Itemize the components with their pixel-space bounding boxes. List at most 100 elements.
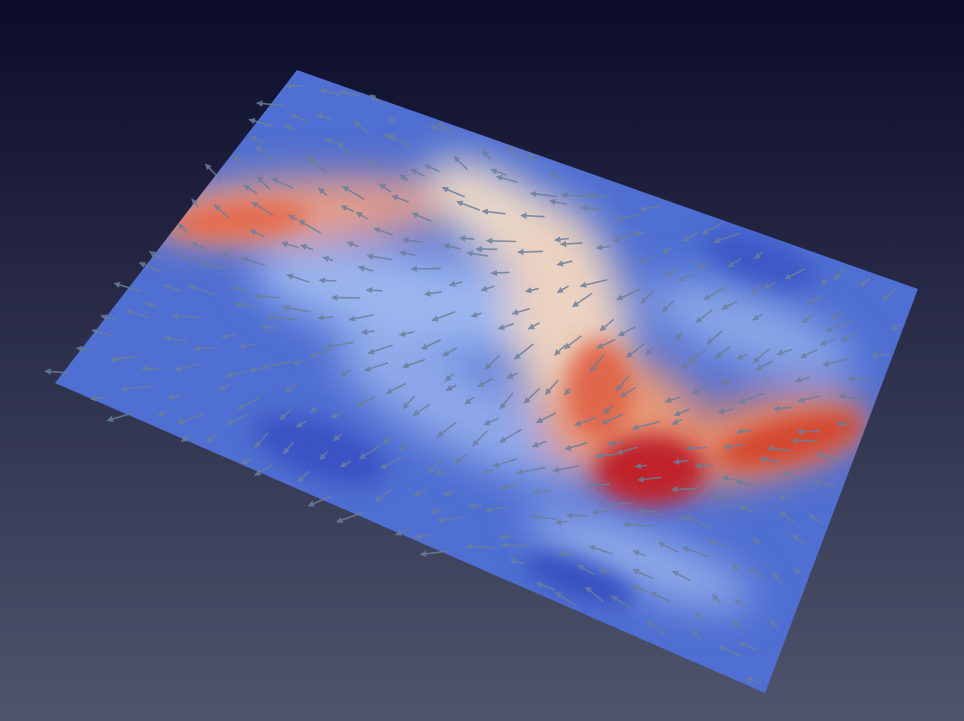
vector-arrow-glyph <box>310 406 318 414</box>
vector-arrow-glyph <box>402 237 423 244</box>
vector-arrow-glyph <box>791 534 807 546</box>
vector-arrow-glyph <box>776 348 793 356</box>
vector-arrow-glyph <box>106 412 133 423</box>
vector-arrow-glyph <box>412 403 430 416</box>
vector-arrow-glyph <box>598 568 613 575</box>
vector-arrow-glyph <box>495 174 518 183</box>
vector-arrow-glyph <box>797 395 822 403</box>
vector-arrow-glyph <box>615 214 640 222</box>
vector-arrow-glyph <box>444 373 454 382</box>
vector-arrow-glyph <box>588 545 613 555</box>
vector-arrow-glyph <box>166 394 181 401</box>
vector-arrow-glyph <box>442 490 455 497</box>
vector-arrow-glyph <box>632 568 654 580</box>
vector-arrow-glyph <box>881 286 899 301</box>
vector-arrow-glyph <box>662 247 673 254</box>
vector-arrow-glyph <box>220 252 232 259</box>
vector-arrow-glyph <box>681 546 710 558</box>
vector-arrow-glyph <box>353 120 371 135</box>
vector-arrow-glyph <box>713 232 741 244</box>
vector-arrow-glyph <box>240 457 252 465</box>
vector-arrow-glyph <box>661 300 674 313</box>
vector-arrow-glyph <box>238 342 258 350</box>
vector-arrow-glyph <box>357 265 374 272</box>
vector-arrow-glyph <box>640 289 655 304</box>
vector-arrow-glyph <box>784 268 805 280</box>
vector-arrow-glyph <box>441 186 465 198</box>
vector-arrow-glyph <box>692 385 706 394</box>
vector-arrow-glyph <box>171 312 202 320</box>
vector-arrow-glyph <box>555 518 569 526</box>
vector-arrow-glyph <box>736 353 748 360</box>
vector-arrow-glyph <box>442 243 461 250</box>
vector-arrow-glyph <box>287 214 298 221</box>
vector-arrow-glyph <box>241 256 265 266</box>
vector-arrow-glyph <box>637 476 662 483</box>
vector-arrow-glyph <box>442 347 458 357</box>
vector-arrow-glyph <box>535 581 555 591</box>
vector-arrow-glyph <box>671 570 691 582</box>
vector-arrow-glyph <box>685 444 707 452</box>
vector-arrow-glyph <box>470 311 482 318</box>
vector-arrow-glyph <box>365 287 383 294</box>
vector-arrow-glyph <box>752 313 763 321</box>
vector-arrow-glyph <box>427 457 444 474</box>
vector-arrow-glyph <box>579 279 608 288</box>
vector-arrow-glyph <box>564 442 588 451</box>
vector-arrow-glyph <box>342 186 365 200</box>
vector-arrow-glyph <box>631 584 650 594</box>
vector-arrow-glyph <box>732 619 743 631</box>
vector-arrow-glyph <box>249 229 265 238</box>
vector-arrow-glyph <box>91 328 115 338</box>
vector-arrow-glyph <box>870 352 890 359</box>
vector-arrow-glyph <box>657 542 679 553</box>
vector-arrow-glyph <box>767 445 791 452</box>
vector-arrow-glyph <box>723 443 745 450</box>
vector-arrow-glyph <box>360 328 375 336</box>
vector-arrow-glyph <box>180 435 191 442</box>
vector-arrow-glyph <box>206 432 218 443</box>
vector-arrow-glyph <box>431 311 456 322</box>
vector-arrow-glyph <box>718 646 741 657</box>
vector-arrow-glyph <box>383 437 391 445</box>
vector-arrow-glyph <box>193 345 216 352</box>
vector-arrow-glyph <box>859 277 871 287</box>
vector-arrow-glyph <box>484 354 500 370</box>
vector-arrow-glyph <box>282 305 312 313</box>
vector-arrow-glyph <box>401 358 426 369</box>
vector-arrow-glyph <box>755 360 774 371</box>
vector-arrow-glyph <box>243 184 258 194</box>
vector-arrow-glyph <box>437 516 463 523</box>
vector-arrow-glyph <box>472 430 488 447</box>
vector-arrow-glyph <box>456 200 480 211</box>
vector-arrow-glyph <box>552 465 579 473</box>
vector-arrow-glyph <box>126 309 149 319</box>
vector-arrow-glyph <box>297 470 310 483</box>
vector-arrow-glyph <box>380 457 402 469</box>
vector-arrow-glyph <box>606 501 632 508</box>
vector-arrow-glyph <box>610 595 632 609</box>
vector-arrow-glyph <box>363 157 382 169</box>
vector-arrow-glyph <box>580 204 602 212</box>
vector-arrow-glyph <box>690 630 702 641</box>
vector-arrow-glyph <box>325 341 354 350</box>
vector-arrow-glyph <box>339 460 352 468</box>
vector-arrow-glyph <box>424 164 440 173</box>
vector-arrow-glyph <box>163 283 182 293</box>
vector-arrow-glyph <box>846 375 870 383</box>
vector-arrow-glyph <box>721 300 738 310</box>
vector-arrow-glyph <box>675 331 683 341</box>
vector-arrow-glyph <box>830 312 845 319</box>
vector-arrow-glyph <box>556 285 569 294</box>
vector-arrow-glyph <box>631 420 660 431</box>
vector-arrow-glyph <box>808 514 825 525</box>
vector-arrow-glyph <box>225 414 248 425</box>
vector-arrow-glyph <box>318 277 337 284</box>
vector-arrow-glyph <box>773 405 793 412</box>
vector-arrow-glyph <box>607 440 624 447</box>
vector-arrow-glyph <box>231 285 250 294</box>
vector-arrow-glyph <box>309 348 333 359</box>
vector-arrow-glyph <box>188 284 216 296</box>
